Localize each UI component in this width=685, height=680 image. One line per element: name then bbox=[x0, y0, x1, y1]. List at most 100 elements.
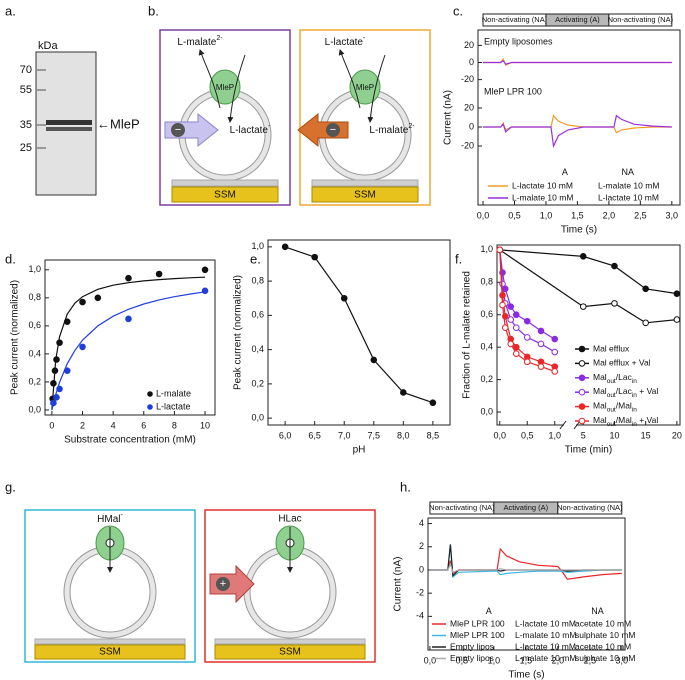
x-tick-label: 5 bbox=[581, 430, 586, 440]
legend-marker bbox=[578, 360, 586, 367]
substrate: HLac bbox=[278, 514, 301, 525]
substrate: L-malate2- bbox=[177, 35, 223, 47]
x-axis-label: pH bbox=[353, 445, 366, 456]
legend-label: Malout/Lacin + Val bbox=[593, 386, 658, 399]
y-tick-label: 0,0 bbox=[251, 413, 264, 423]
point bbox=[537, 340, 545, 348]
x-tick-label: 2 bbox=[80, 420, 85, 430]
annotation: NA bbox=[591, 606, 604, 616]
point bbox=[400, 389, 407, 396]
x-tick-label: 1,5 bbox=[571, 210, 584, 220]
point bbox=[281, 243, 289, 251]
arrow bbox=[367, 54, 386, 123]
panel-label: g. bbox=[5, 479, 16, 494]
x-tick-label: 0,5 bbox=[521, 430, 534, 440]
text-part: Mal bbox=[593, 415, 607, 425]
ssm-label: SSM bbox=[99, 647, 121, 658]
point bbox=[340, 294, 348, 302]
point bbox=[63, 318, 71, 325]
y-tick-label: 0 bbox=[419, 564, 424, 574]
phase-label: Non-activating (NA) bbox=[557, 503, 623, 512]
text-part: Mal bbox=[593, 401, 607, 411]
y-tick-label: -2 bbox=[416, 588, 424, 598]
legend-label: L-lactate 10 mM bbox=[515, 641, 576, 651]
y-tick-label: -20 bbox=[461, 140, 474, 150]
y-tick-label: 20 bbox=[464, 102, 474, 112]
point bbox=[311, 253, 318, 261]
substrate-charge: 2- bbox=[408, 123, 415, 130]
y-tick-label: 0,6 bbox=[251, 310, 264, 320]
charge-sign: − bbox=[175, 124, 181, 136]
charge bbox=[216, 577, 230, 591]
line bbox=[499, 249, 677, 295]
annotation: A bbox=[486, 606, 492, 616]
legend-label: L-lactate 10 mM bbox=[512, 180, 573, 190]
x-tick-label: 1,0 bbox=[488, 655, 501, 665]
line bbox=[483, 59, 672, 65]
point bbox=[673, 290, 681, 297]
legend-label: L-lactate bbox=[156, 401, 191, 411]
x-tick-label: 3,0 bbox=[666, 210, 679, 220]
protein-band bbox=[46, 120, 92, 125]
point bbox=[507, 316, 515, 323]
arrow bbox=[338, 49, 361, 109]
point bbox=[125, 315, 132, 323]
point bbox=[94, 294, 102, 302]
subtitle: MleP LPR 100 bbox=[484, 86, 542, 96]
y-tick-label: 20 bbox=[464, 40, 474, 50]
lipid-layer bbox=[34, 638, 186, 645]
x-axis-label: Time (min) bbox=[565, 445, 612, 456]
subscript: in bbox=[632, 392, 637, 399]
point bbox=[53, 394, 60, 401]
x-tick-label: 0,0 bbox=[493, 430, 506, 440]
y-tick-label: 1,0 bbox=[251, 241, 264, 251]
point bbox=[201, 287, 209, 295]
text-part: Mal bbox=[593, 386, 607, 396]
x-tick-label: 6 bbox=[141, 420, 146, 430]
marker-label: 25 bbox=[20, 142, 32, 154]
ssm bbox=[34, 644, 186, 660]
x-tick-label: 4 bbox=[111, 420, 116, 430]
ssm bbox=[171, 186, 279, 203]
x-tick-label: 7,0 bbox=[338, 430, 351, 440]
point bbox=[496, 246, 504, 254]
lipid-layer bbox=[214, 638, 366, 645]
point bbox=[125, 274, 132, 282]
y-axis-label: Fraction of L-malate retained bbox=[462, 271, 473, 399]
plot-frame bbox=[477, 29, 681, 206]
y-tick-label: 0,8 bbox=[28, 292, 41, 302]
gel-unit: kDa bbox=[38, 40, 58, 52]
point bbox=[370, 356, 378, 364]
legend-label: Malout/Lacin bbox=[593, 372, 637, 385]
transporter bbox=[209, 69, 241, 105]
panel-label: f. bbox=[455, 251, 462, 266]
x-tick-label: 8 bbox=[172, 420, 177, 430]
legend-label: sulphate 10 mM bbox=[575, 653, 635, 663]
y-tick-label: 4 bbox=[419, 518, 424, 528]
point bbox=[507, 340, 515, 348]
subscript: out bbox=[607, 392, 616, 399]
point bbox=[201, 266, 209, 274]
substrate-charge: - bbox=[121, 512, 124, 519]
point bbox=[551, 335, 559, 343]
substrate: L-lactate- bbox=[230, 123, 271, 135]
subscript: in bbox=[632, 421, 637, 428]
point bbox=[551, 348, 559, 356]
phase-label: Activating (A) bbox=[555, 15, 600, 24]
point bbox=[673, 316, 681, 323]
substrate-charge: - bbox=[268, 123, 271, 130]
legend-label: L-malate 10 mM bbox=[598, 180, 659, 190]
substrate-name: L-lactate bbox=[325, 37, 364, 48]
fit-line bbox=[51, 291, 206, 411]
line bbox=[429, 562, 622, 574]
point bbox=[579, 253, 587, 260]
point bbox=[642, 285, 649, 293]
legend-label: sulphate 10 mM bbox=[575, 630, 635, 640]
transporter-label: MleP bbox=[216, 83, 234, 92]
y-tick-label: 0,0 bbox=[480, 406, 493, 416]
legend-marker bbox=[578, 374, 586, 382]
x-tick-label: 8,5 bbox=[427, 430, 440, 440]
plot-frame bbox=[44, 259, 216, 416]
subscript: in bbox=[632, 407, 637, 414]
line bbox=[429, 544, 622, 579]
